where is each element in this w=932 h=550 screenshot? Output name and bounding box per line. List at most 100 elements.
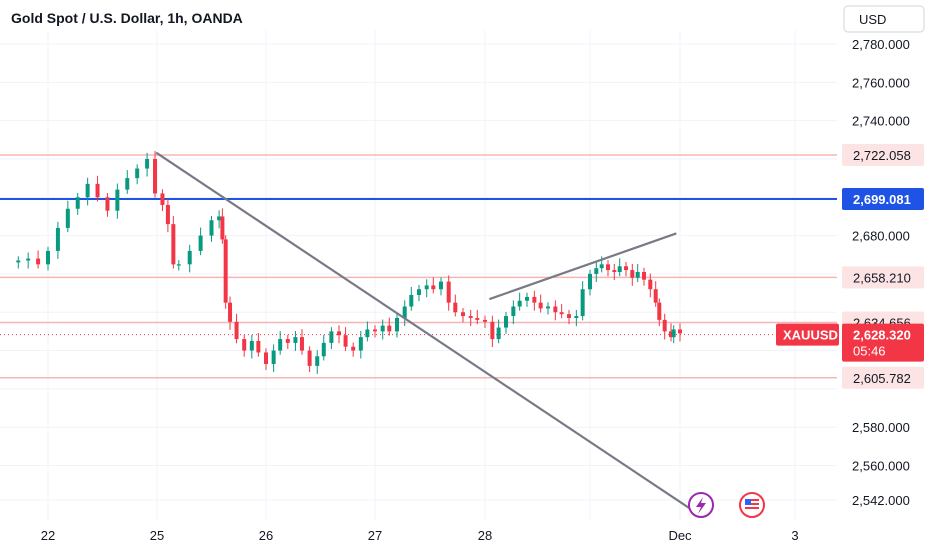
candle-body	[278, 339, 283, 351]
lightning-icon[interactable]	[688, 492, 714, 518]
price-badge-blue	[842, 188, 924, 211]
candle	[546, 302, 550, 315]
candle	[559, 304, 564, 319]
candle	[307, 346, 312, 373]
y-tick-label: 2,580.000	[852, 420, 910, 435]
candle-body	[293, 337, 298, 343]
candle-body	[653, 289, 658, 303]
candle	[315, 350, 320, 374]
candle-body	[315, 356, 320, 366]
candle-body	[532, 296, 537, 303]
candle	[446, 275, 451, 311]
currency-button[interactable]: USD	[843, 5, 925, 33]
price-badge-label-blue: 2,699.081	[853, 192, 911, 207]
candle-body	[453, 302, 458, 313]
candle	[176, 260, 181, 271]
candle-body	[75, 197, 80, 209]
candle-body	[234, 321, 239, 340]
candle-body	[285, 339, 290, 343]
candle	[55, 221, 60, 259]
candle	[574, 309, 579, 327]
candle-body	[26, 258, 31, 261]
candle-body	[424, 285, 429, 290]
candle	[365, 321, 370, 342]
candle	[264, 348, 268, 371]
candle	[490, 315, 495, 348]
candle	[256, 332, 261, 357]
candle	[517, 292, 522, 311]
price-badge-label-mid: 2,658.210	[853, 270, 911, 285]
y-tick-label: 2,542.000	[852, 493, 910, 508]
candle	[588, 269, 592, 296]
candle	[242, 334, 247, 357]
candle	[75, 193, 80, 215]
candle-body	[431, 285, 436, 290]
candle	[135, 164, 140, 185]
candle-body	[630, 270, 635, 278]
candle	[160, 189, 165, 212]
candle	[115, 183, 120, 219]
candle	[409, 286, 414, 311]
candle	[26, 252, 31, 269]
price-badge-resistance	[842, 144, 924, 167]
candle-body	[594, 268, 599, 274]
candle	[36, 250, 41, 269]
x-tick-label: 26	[259, 528, 273, 543]
candle	[496, 319, 501, 344]
candle-body	[553, 306, 558, 313]
candle	[402, 300, 407, 327]
candle-body	[402, 306, 407, 318]
price-badge-label-resistance: 2,722.058	[853, 148, 911, 163]
candle-body	[223, 239, 228, 303]
candle-body	[606, 264, 610, 271]
candle	[373, 325, 377, 338]
candle-body	[624, 266, 628, 271]
candle	[198, 227, 203, 256]
candle-body	[198, 235, 203, 251]
candle-body	[380, 325, 385, 332]
price-axis: 2,780.000 2,760.000 2,740.000 2,680.000 2,58…	[852, 37, 910, 508]
candle	[105, 193, 110, 217]
candle	[671, 325, 676, 344]
candle-body	[135, 168, 140, 179]
candle	[65, 200, 70, 233]
candle-body	[176, 264, 181, 266]
candle-body	[329, 331, 334, 343]
candle	[293, 331, 298, 351]
candle-body	[242, 339, 247, 351]
candle-body	[387, 325, 392, 332]
candle-body	[461, 312, 465, 317]
candle	[678, 323, 682, 342]
x-tick-label: 25	[150, 528, 164, 543]
candle-body	[55, 227, 60, 251]
candle	[95, 175, 100, 202]
candle	[395, 313, 399, 338]
candle-body	[153, 158, 158, 194]
candle	[343, 327, 348, 351]
candle-body	[209, 220, 214, 236]
candle	[439, 277, 443, 296]
candle	[653, 281, 658, 307]
y-tick-label: 2,680.000	[852, 229, 910, 244]
candle-body	[580, 289, 585, 317]
candle	[358, 331, 363, 359]
candle-body	[446, 281, 451, 303]
candle-body	[439, 281, 443, 290]
candle-body	[504, 316, 508, 328]
candle-body	[599, 264, 604, 269]
candle-body	[525, 296, 529, 301]
candle-body	[220, 216, 225, 240]
us-flag-icon[interactable]	[739, 492, 765, 518]
levels-layer	[0, 154, 837, 379]
candle	[278, 331, 283, 355]
price-badge-label-support-2: 2,605.782	[853, 371, 911, 386]
candle	[635, 263, 640, 282]
candle-body	[588, 273, 592, 290]
candle-body	[678, 329, 682, 334]
x-tick-label: 28	[478, 528, 492, 543]
candles-layer	[16, 150, 682, 374]
candle	[321, 334, 326, 361]
candle-body	[517, 300, 522, 307]
